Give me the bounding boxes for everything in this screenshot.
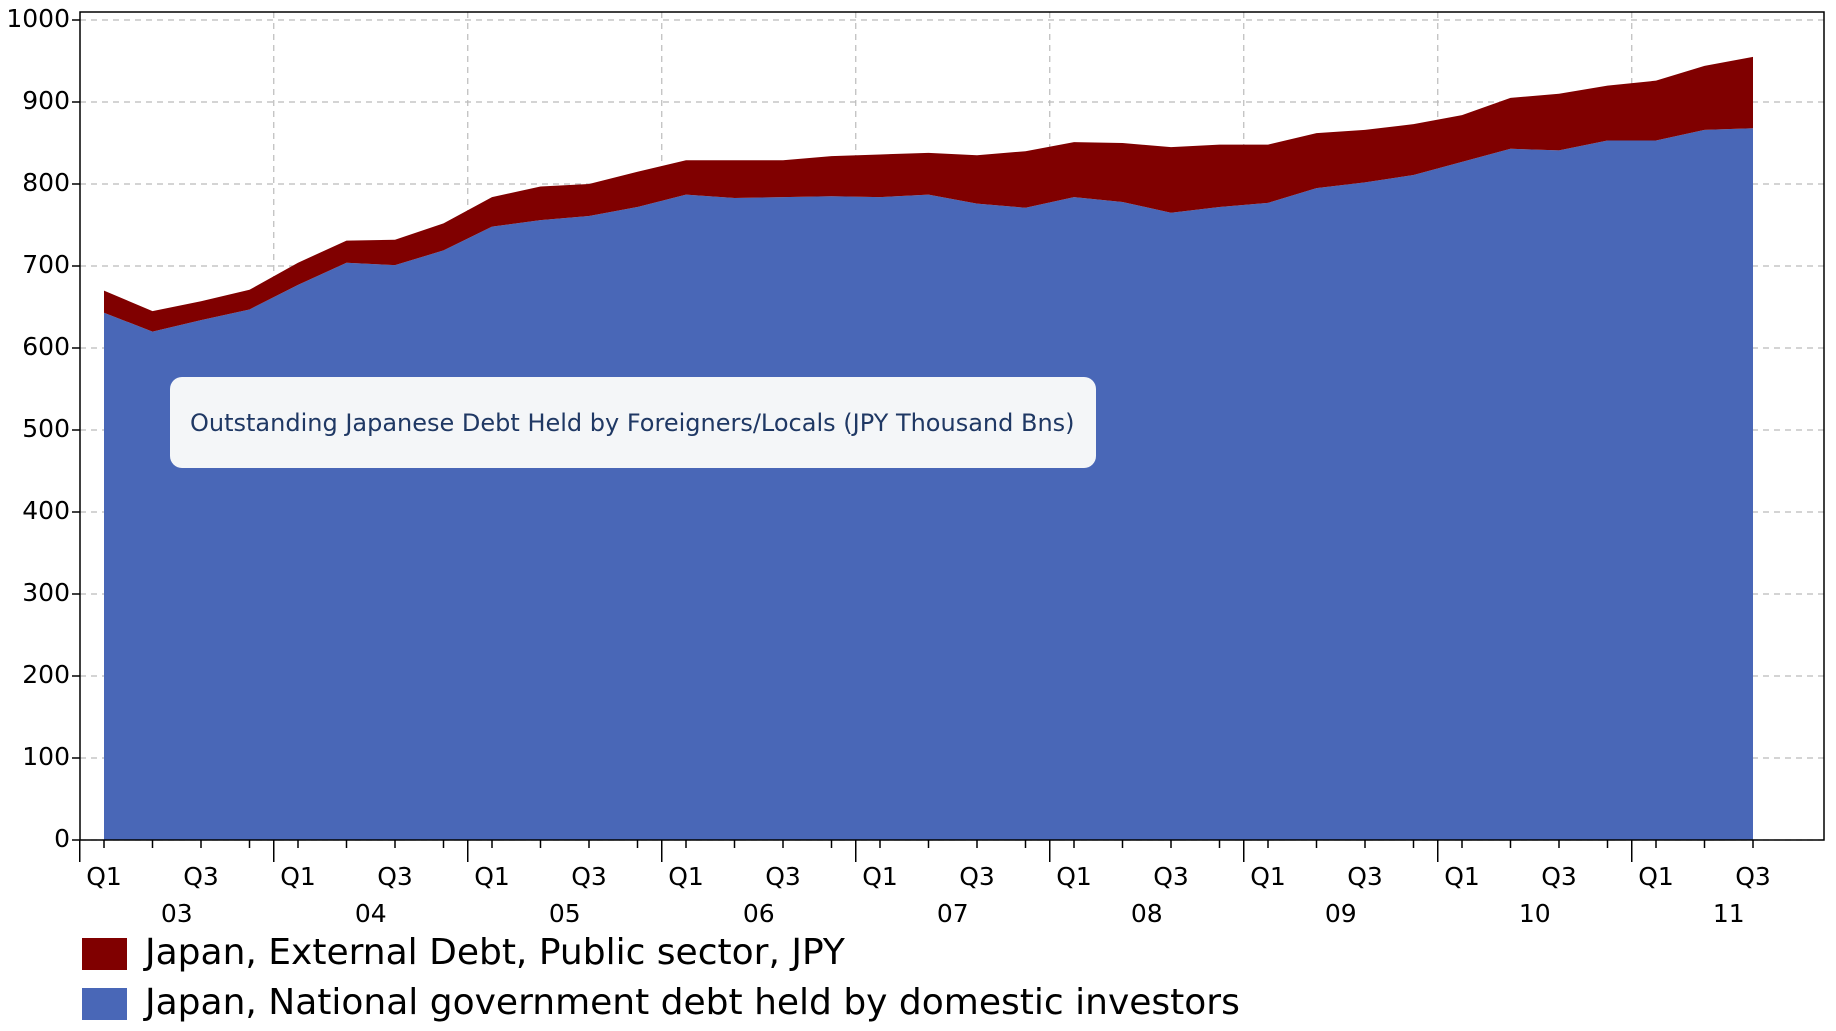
year-label: 08 [1131, 899, 1163, 928]
y-tick-label: 600 [22, 332, 70, 361]
legend-label: Japan, External Debt, Public sector, JPY [143, 932, 846, 973]
year-label: 04 [355, 899, 387, 928]
x-tick-label: Q3 [1347, 862, 1383, 891]
y-tick-label: 100 [22, 742, 70, 771]
areas [104, 56, 1753, 841]
y-tick-label: 500 [22, 414, 70, 443]
x-tick-label: Q1 [668, 862, 704, 891]
x-tick-label: Q3 [183, 862, 219, 891]
axes: 0 100 200 300 400 500 600 700 800 900 1000 03 04 05 06… [6, 4, 1770, 928]
x-tick-label: Q3 [377, 862, 413, 891]
x-tick-label: Q1 [1638, 862, 1674, 891]
y-tick-label: 0 [54, 824, 70, 853]
title-box [170, 377, 1096, 468]
x-tick-label: Q1 [862, 862, 898, 891]
year-label: 05 [549, 899, 581, 928]
y-tick-label: 800 [22, 168, 70, 197]
year-label: 06 [743, 899, 775, 928]
x-tick-label: Q1 [280, 862, 316, 891]
x-tick-label: Q3 [571, 862, 607, 891]
year-label: 11 [1713, 899, 1745, 928]
x-tick-label: Q3 [765, 862, 801, 891]
legend-swatch [82, 938, 127, 970]
area [104, 128, 1753, 841]
x-tick-label: Q3 [1541, 862, 1577, 891]
x-tick-label: Q1 [86, 862, 122, 891]
year-label: 03 [161, 899, 193, 928]
y-tick-label: 1000 [6, 4, 70, 33]
y-tick-label: 300 [22, 578, 70, 607]
x-tick-label: Q3 [1735, 862, 1771, 891]
x-tick-label: Q3 [1153, 862, 1189, 891]
legend-label: Japan, National government debt held by … [143, 982, 1240, 1023]
year-label: 10 [1519, 899, 1551, 928]
legend-swatch [82, 988, 127, 1020]
plot-frame [79, 11, 1825, 841]
year-label: 07 [937, 899, 969, 928]
y-tick-label: 900 [22, 86, 70, 115]
x-tick-label: Q1 [474, 862, 510, 891]
x-tick-label: Q1 [1444, 862, 1480, 891]
y-tick-label: 700 [22, 250, 70, 279]
year-label: 09 [1325, 899, 1357, 928]
x-tick-label: Q1 [1056, 862, 1092, 891]
area [104, 56, 1753, 332]
x-tick-label: Q3 [959, 862, 995, 891]
y-tick-label: 400 [22, 496, 70, 525]
y-tick-label: 200 [22, 660, 70, 689]
legend: Japan, External Debt, Public sector, JPY… [82, 932, 1240, 1023]
chart-title: Outstanding Japanese Debt Held by Foreig… [190, 409, 1075, 437]
x-tick-label: Q1 [1250, 862, 1286, 891]
